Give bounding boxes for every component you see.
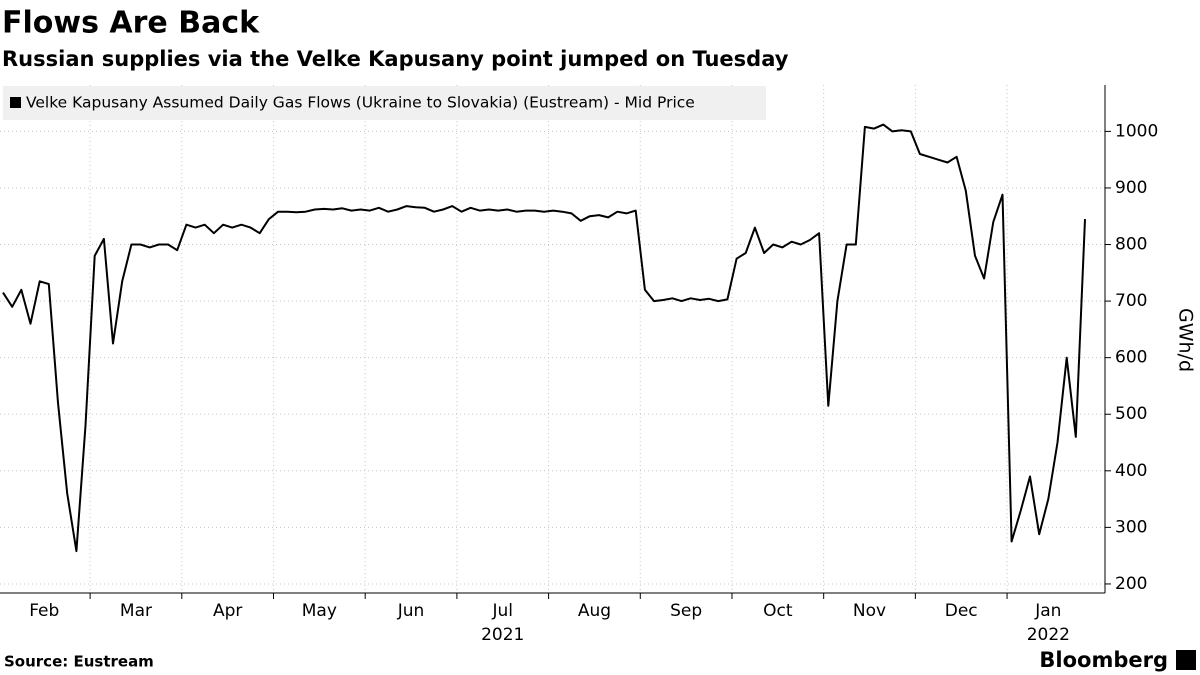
x-tick-label: Dec xyxy=(945,601,978,621)
x-tick-label: Nov xyxy=(853,601,886,621)
legend-box xyxy=(3,86,766,120)
data-line xyxy=(2,123,1086,553)
y-tick-label: 500 xyxy=(1115,404,1147,424)
year-label: 2022 xyxy=(1027,625,1070,645)
chart-subtitle: Russian supplies via the Velke Kapusany … xyxy=(2,47,789,71)
x-tick-label: Oct xyxy=(763,601,793,621)
year-label: 2021 xyxy=(481,625,524,645)
x-tick-label: Mar xyxy=(120,601,152,621)
chart-title: Flows Are Back xyxy=(2,6,260,41)
legend-swatch xyxy=(10,97,21,108)
x-tick-label: Feb xyxy=(29,601,59,621)
y-tick-label: 600 xyxy=(1115,348,1147,368)
x-tick-label: Jun xyxy=(397,601,425,621)
brand-icon xyxy=(1176,650,1196,670)
x-tick-label: Aug xyxy=(578,601,611,621)
x-tick-label: Jul xyxy=(491,601,513,621)
y-tick-label: 800 xyxy=(1115,235,1147,255)
y-tick-label: 700 xyxy=(1115,291,1147,311)
x-tick-label: May xyxy=(302,601,337,621)
x-tick-label: Apr xyxy=(213,601,242,621)
y-tick-label: 400 xyxy=(1115,461,1147,481)
y-tick-label: 1000 xyxy=(1115,121,1158,141)
legend-label: Velke Kapusany Assumed Daily Gas Flows (… xyxy=(26,94,695,112)
y-axis-label: GWh/d xyxy=(1175,308,1197,372)
source: Source: Eustream xyxy=(4,653,154,671)
x-tick-label: Jan xyxy=(1034,601,1061,621)
x-tick-label: Sep xyxy=(670,601,702,621)
brand: Bloomberg xyxy=(1039,648,1168,672)
y-tick-label: 300 xyxy=(1115,517,1147,537)
y-tick-label: 900 xyxy=(1115,178,1147,198)
y-tick-label: 200 xyxy=(1115,574,1147,594)
